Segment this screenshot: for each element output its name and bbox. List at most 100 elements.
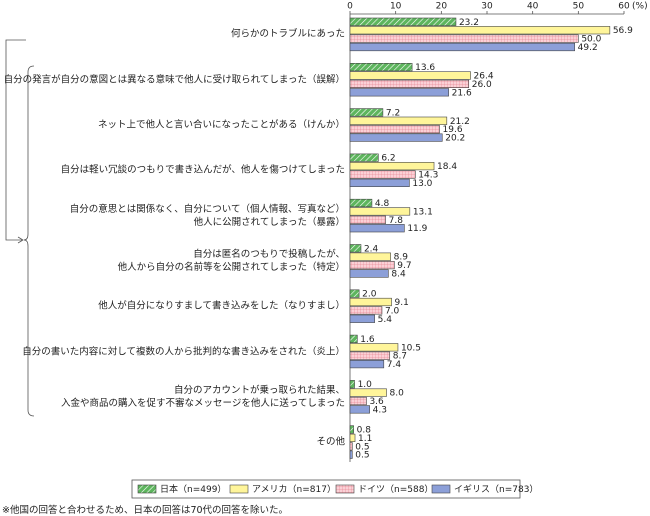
bar [349, 388, 387, 397]
legend-label: ドイツ（n=588） [358, 484, 433, 495]
value-label: 1.6 [360, 335, 375, 345]
value-label: 8.7 [393, 352, 407, 362]
bar [349, 244, 362, 253]
category-label: その他 [316, 436, 345, 448]
bar [349, 442, 353, 451]
legend-box [131, 479, 521, 499]
value-label: 1.1 [358, 434, 372, 444]
category-label: 自分の書いた内容に対して複数の人から批判的な書き込みをされた（炎上） [22, 346, 345, 357]
value-label: 2.0 [362, 290, 377, 300]
category-label: 自分は匿名のつもりで投稿したが、 他人から自分の名前等を公開されてしまった（特定… [117, 248, 345, 273]
x-tick-label: 20 [436, 2, 448, 12]
value-label: 0.5 [355, 451, 369, 461]
bar [349, 306, 383, 315]
value-label: 13.6 [415, 63, 435, 73]
bar [349, 343, 399, 352]
arrow-head [17, 236, 24, 244]
category-label: 何らかのトラブルにあった [230, 28, 345, 40]
bar [349, 334, 358, 344]
x-tick-label: 50 [573, 2, 585, 12]
bar [349, 62, 413, 72]
brace [23, 65, 35, 417]
bracket [5, 39, 26, 241]
value-label: 8.0 [390, 389, 405, 399]
value-label: 0.8 [357, 426, 372, 436]
bar [349, 116, 448, 125]
bar [349, 380, 355, 389]
value-label: 20.2 [445, 134, 465, 144]
bar [349, 224, 405, 233]
bar [349, 215, 386, 224]
value-label: 13.0 [412, 179, 432, 189]
x-tick-label: 10 [390, 2, 402, 12]
x-tick-label: 30 [481, 2, 493, 12]
value-label: 3.6 [369, 397, 384, 407]
bar [349, 170, 416, 179]
bar [349, 297, 392, 307]
legend-swatch [335, 484, 355, 494]
footnote: ※他国の回答と合わせるため、日本の回答は70代の回答を除いた。 [2, 505, 289, 516]
legend-label: 日本（n=499） [160, 483, 226, 495]
category-label: 自分の発言が自分の意図とは異なる意味で他人に受け取られてしまった（誤解） [3, 74, 345, 86]
value-label: 11.9 [407, 224, 427, 234]
category-label: 自分は軽い冗談のつもりで書き込んだが、他人を傷つけてしまった [60, 164, 345, 176]
value-label: 49.2 [578, 43, 598, 53]
value-label: 21.2 [450, 117, 470, 127]
x-tick-label: 40 [527, 2, 539, 12]
value-label: 10.5 [401, 343, 421, 353]
value-label: 4.8 [375, 199, 390, 209]
bar [349, 359, 385, 369]
bar [349, 314, 375, 323]
bar [349, 450, 353, 459]
bar [349, 396, 367, 406]
bar [349, 108, 384, 117]
legend-label: イギリス（n=783） [454, 484, 538, 495]
category-label: 自分のアカウントが乗っ取られた結果、 入金や商品の購入を促す不審なメッセージを他… [61, 384, 345, 409]
value-label: 2.4 [364, 244, 379, 254]
category-label: 他人が自分になりすまして書き込みをした（なりすまし） [98, 300, 345, 312]
value-label: 9.7 [397, 261, 411, 271]
value-label: 56.9 [613, 26, 633, 36]
bar [349, 34, 579, 43]
value-label: 7.0 [385, 306, 400, 316]
bar [349, 153, 379, 162]
legend-swatch [431, 484, 451, 494]
value-label: 26.4 [474, 72, 494, 82]
value-label: 13.1 [413, 207, 433, 217]
value-label: 19.6 [443, 125, 463, 135]
bar [349, 198, 373, 208]
bar [349, 433, 356, 443]
bar [349, 79, 470, 88]
legend-swatch [137, 484, 157, 494]
value-label: 7.8 [389, 216, 404, 226]
value-label: 8.4 [391, 270, 406, 280]
value-label: 18.4 [437, 162, 457, 172]
value-label: 4.3 [373, 405, 387, 415]
bar [349, 88, 449, 97]
x-tick-label: 0 [347, 2, 353, 12]
bar [349, 351, 391, 360]
value-label: 0.5 [355, 442, 369, 452]
value-label: 21.6 [452, 88, 472, 98]
bar [349, 162, 435, 171]
value-label: 9.1 [395, 298, 409, 308]
bar [349, 289, 360, 298]
legend-swatch [229, 484, 249, 494]
value-label: 5.4 [378, 315, 393, 325]
legend-label: アメリカ（n=817） [252, 484, 336, 495]
value-label: 7.2 [386, 108, 400, 118]
bar [349, 425, 354, 434]
bar [349, 17, 457, 26]
bar [349, 207, 411, 216]
value-label: 23.2 [459, 18, 479, 28]
bar [349, 26, 611, 35]
bar [349, 260, 395, 270]
value-label: 8.9 [394, 253, 409, 263]
bar [349, 133, 443, 142]
category-label: 自分の意思とは関係なく、自分について（個人情報、写真など） 他人に公開されてしま… [69, 203, 345, 228]
x-tick-label: 60 [618, 2, 630, 12]
unit-label: (%) [632, 2, 648, 12]
bar [349, 125, 440, 134]
category-label: ネット上で他人と言い合いになったことがある（けんか） [97, 119, 345, 131]
